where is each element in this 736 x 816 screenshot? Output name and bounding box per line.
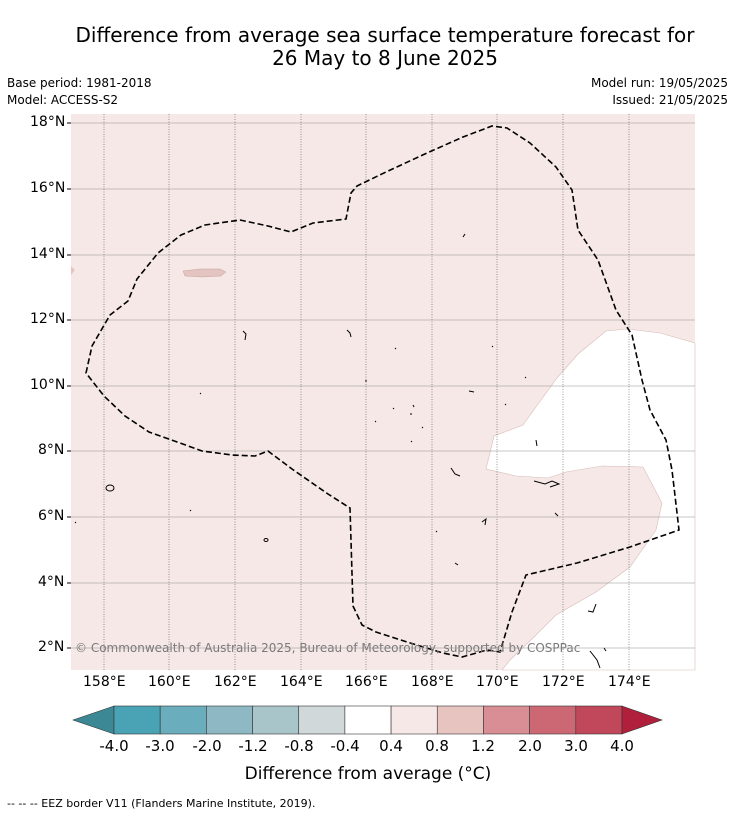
lon-label-162e: 162°E [214,674,257,690]
lon-label-160e: 160°E [148,674,191,690]
colorbar-tick: -0.8 [284,737,314,755]
lon-label-168e: 168°E [411,674,454,690]
lat-label-12n: 12°N [30,311,66,327]
colorbar-tick: 0.8 [425,737,449,755]
colorbar-segment [575,705,623,735]
colorbar-tick: 1.2 [471,737,495,755]
map-title-line-2: 26 May to 8 June 2025 [272,46,498,70]
lat-label-4n: 4°N [38,574,65,590]
gridlines [103,114,630,670]
colorbar-tick: 0.4 [379,737,403,755]
colorbar-segment [252,705,300,735]
model-run: Model run: 19/05/2025 [590,76,728,90]
base-period: Base period: 1981-2018 [7,76,152,90]
lon-label-174e: 174°E [608,674,651,690]
colorbar-segment [113,705,161,735]
colorbar-tick: 4.0 [610,737,634,755]
colorbar-label: Difference from average (°C) [244,764,492,784]
latitude-lines [71,122,695,649]
axis-ticks [67,122,71,649]
lon-label-170e: 170°E [476,674,519,690]
eez-footnote: -- -- -- EEZ border V11 (Flanders Marine… [7,797,316,810]
colorbar-tick: -0.4 [330,737,360,755]
colorbar-segment [298,705,346,735]
lat-label-16n: 16°N [30,180,66,196]
lon-label-158e: 158°E [83,674,126,690]
lat-label-18n: 18°N [30,114,66,130]
copyright-notice: © Commonwealth of Australia 2025, Bureau… [75,641,581,655]
colorbar-tick: -4.0 [99,737,129,755]
issued-date: Issued: 21/05/2025 [612,93,728,107]
map-title-line-1: Difference from average sea surface temp… [75,23,695,47]
colorbar-extend-low [72,705,115,735]
colorbar-segment [344,705,392,735]
islands [74,233,607,669]
lat-label-14n: 14°N [30,246,66,262]
anomaly-fill-0p8-1p2 [182,268,227,278]
colorbar-extend-high [621,705,663,735]
anomaly-fill-near-zero [485,328,696,671]
lat-label-10n: 10°N [30,377,66,393]
lon-label-172e: 172°E [542,674,585,690]
colorbar-segment [206,705,253,735]
colorbar-segment [390,705,438,735]
colorbar-tick: -3.0 [145,737,175,755]
lat-label-6n: 6°N [38,508,65,524]
eez-border [85,125,680,658]
lat-label-2n: 2°N [38,639,65,655]
anomaly-fill-edge [71,266,75,275]
colorbar-segment [436,705,484,735]
colorbar-segment [159,705,207,735]
colorbar-tick: 2.0 [518,737,542,755]
model-name: Model: ACCESS-S2 [7,93,119,107]
colorbar-segment [483,705,530,735]
colorbar-tick: -2.0 [192,737,222,755]
lon-label-166e: 166°E [345,674,388,690]
colorbar-tick: -1.2 [238,737,268,755]
lat-label-8n: 8°N [38,442,65,458]
colorbar-segment [529,705,577,735]
lon-label-164e: 164°E [280,674,323,690]
colorbar-tick: 3.0 [564,737,588,755]
